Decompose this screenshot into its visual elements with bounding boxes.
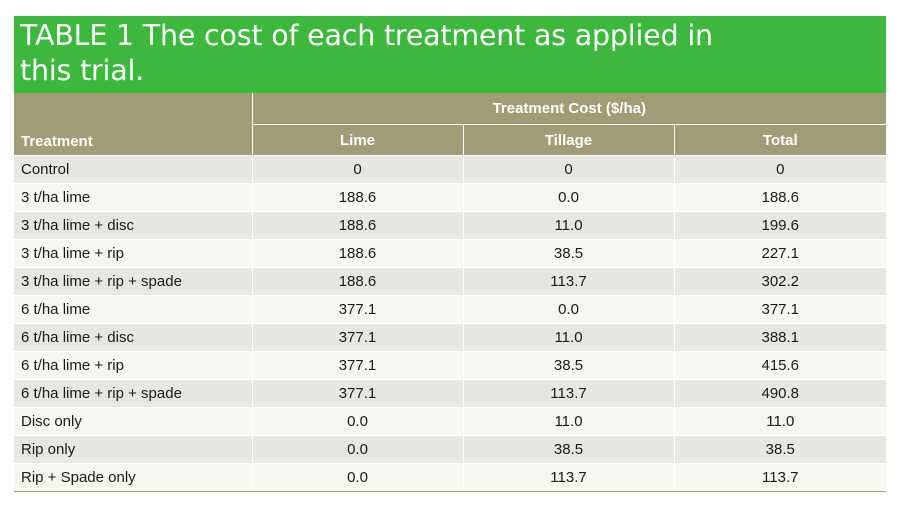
table-row: Disc only 0.0 11.0 11.0 <box>14 407 887 436</box>
table-row: 3 t/ha lime + rip 188.6 38.5 227.1 <box>14 239 887 268</box>
cell-total: 188.6 <box>673 183 887 212</box>
cell-tillage: 38.5 <box>462 239 675 268</box>
cell-total: 0 <box>673 155 887 184</box>
table-header: Treatment Treatment Cost ($/ha) Lime Til… <box>14 93 887 156</box>
cell-tillage: 11.0 <box>462 211 675 240</box>
cell-treatment: 6 t/ha lime + rip <box>14 351 253 380</box>
column-header-treatment: Treatment <box>14 93 253 156</box>
cell-total: 199.6 <box>673 211 887 240</box>
cell-tillage: 0.0 <box>462 183 675 212</box>
table-row: 6 t/ha lime + disc 377.1 11.0 388.1 <box>14 323 887 352</box>
cell-treatment: Rip only <box>14 435 253 464</box>
table-row: Control 0 0 0 <box>14 155 887 184</box>
cell-tillage: 11.0 <box>462 407 675 436</box>
cell-lime: 188.6 <box>251 239 464 268</box>
column-header-lime: Lime <box>251 124 464 156</box>
cell-lime: 377.1 <box>251 295 464 324</box>
table-row: 6 t/ha lime + rip 377.1 38.5 415.6 <box>14 351 887 380</box>
table-title-line-1: TABLE 1 The cost of each treatment as ap… <box>20 19 713 52</box>
table-row: 3 t/ha lime + rip + spade 188.6 113.7 302.2 <box>14 267 887 296</box>
cell-lime: 188.6 <box>251 211 464 240</box>
cell-treatment: 3 t/ha lime + rip + spade <box>14 267 253 296</box>
cell-tillage: 0.0 <box>462 295 675 324</box>
cell-total: 38.5 <box>673 435 887 464</box>
cell-tillage: 113.7 <box>462 463 675 492</box>
table-title-line-2: this trial. <box>20 54 145 87</box>
cell-total: 377.1 <box>673 295 887 324</box>
cell-total: 227.1 <box>673 239 887 268</box>
cell-total: 415.6 <box>673 351 887 380</box>
column-header-total: Total <box>673 124 887 156</box>
cell-total: 302.2 <box>673 267 887 296</box>
cell-lime: 0.0 <box>251 463 464 492</box>
cell-tillage: 11.0 <box>462 323 675 352</box>
table-row: 6 t/ha lime + rip + spade 377.1 113.7 490.8 <box>14 379 887 408</box>
treatment-cost-table: Treatment Treatment Cost ($/ha) Lime Til… <box>14 93 887 492</box>
cell-lime: 377.1 <box>251 351 464 380</box>
header-row-columns: Lime Tillage Total <box>14 124 887 156</box>
cell-lime: 0.0 <box>251 407 464 436</box>
cell-lime: 188.6 <box>251 267 464 296</box>
cell-lime: 188.6 <box>251 183 464 212</box>
cell-treatment: 3 t/ha lime <box>14 183 253 212</box>
column-group-header-treatment-cost: Treatment Cost ($/ha) <box>251 93 887 125</box>
table-row: 3 t/ha lime 188.6 0.0 188.6 <box>14 183 887 212</box>
cell-total: 113.7 <box>673 463 887 492</box>
cell-total: 490.8 <box>673 379 887 408</box>
header-row-group: Treatment Treatment Cost ($/ha) <box>14 93 887 156</box>
cell-treatment: 6 t/ha lime + disc <box>14 323 253 352</box>
cell-treatment: Disc only <box>14 407 253 436</box>
table-row: Rip + Spade only 0.0 113.7 113.7 <box>14 463 887 492</box>
cell-tillage: 113.7 <box>462 379 675 408</box>
cell-tillage: 38.5 <box>462 351 675 380</box>
cell-treatment: 6 t/ha lime <box>14 295 253 324</box>
cell-treatment: Control <box>14 155 253 184</box>
cell-treatment: 3 t/ha lime + disc <box>14 211 253 240</box>
cell-treatment: Rip + Spade only <box>14 463 253 492</box>
cell-tillage: 38.5 <box>462 435 675 464</box>
cell-treatment: 6 t/ha lime + rip + spade <box>14 379 253 408</box>
cell-total: 388.1 <box>673 323 887 352</box>
table-row: Rip only 0.0 38.5 38.5 <box>14 435 887 464</box>
cell-tillage: 0 <box>462 155 675 184</box>
column-header-tillage: Tillage <box>462 124 675 156</box>
table-row: 3 t/ha lime + disc 188.6 11.0 199.6 <box>14 211 887 240</box>
table-title-banner: TABLE 1 The cost of each treatment as ap… <box>14 16 886 93</box>
cell-treatment: 3 t/ha lime + rip <box>14 239 253 268</box>
cell-lime: 377.1 <box>251 379 464 408</box>
table-row: 6 t/ha lime 377.1 0.0 377.1 <box>14 295 887 324</box>
table-title: TABLE 1 The cost of each treatment as ap… <box>20 18 880 88</box>
cell-lime: 0 <box>251 155 464 184</box>
cell-lime: 377.1 <box>251 323 464 352</box>
table-body: Control 0 0 0 3 t/ha lime 188.6 0.0 188.6 3 t/ha… <box>14 155 887 492</box>
cell-tillage: 113.7 <box>462 267 675 296</box>
cell-lime: 0.0 <box>251 435 464 464</box>
cell-total: 11.0 <box>673 407 887 436</box>
